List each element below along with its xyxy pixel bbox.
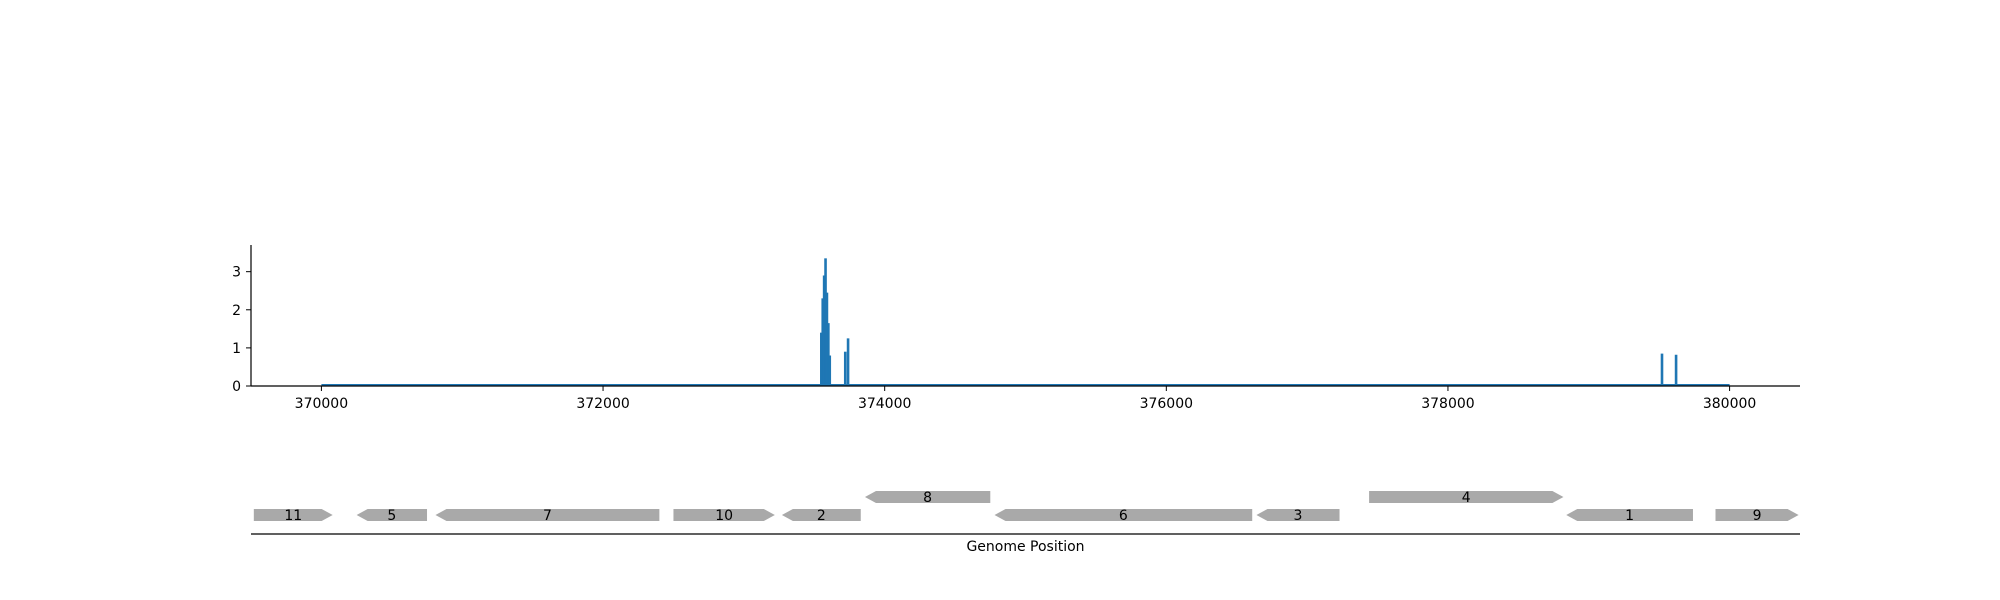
gene-arrow: [1369, 491, 1564, 503]
y-tick-label: 3: [232, 265, 241, 281]
gene-arrow: [864, 491, 991, 503]
gene-label: 10: [715, 508, 733, 524]
x-tick-label: 380000: [1703, 396, 1756, 412]
coverage-bar: [1660, 353, 1664, 386]
coverage-bar: [825, 292, 829, 386]
coverage-bar: [827, 323, 830, 386]
gene-arrow: [673, 509, 775, 521]
x-axis-ticks: 370000 372000 374000 376000 378000 380000: [295, 386, 1756, 412]
x-tick-label: 372000: [576, 396, 629, 412]
y-tick-label: 1: [232, 341, 241, 357]
gene-arrow: [1715, 509, 1799, 521]
x-tick-label: 374000: [858, 396, 911, 412]
coverage-bar: [820, 332, 823, 386]
gene-arrow: [994, 509, 1253, 521]
gene-arrow: [781, 509, 861, 521]
x-tick-label: 378000: [1421, 396, 1474, 412]
gene-arrow: [435, 509, 660, 521]
gene-label: 2: [817, 508, 826, 524]
coverage-panel: 0 1 2 3 370000 372000 374000 376000 378000 38000…: [232, 245, 1800, 412]
y-tick-label: 0: [232, 379, 241, 395]
coverage-bar: [1674, 354, 1678, 386]
coverage-bar: [821, 298, 825, 386]
gene-label: 9: [1753, 508, 1762, 524]
gene-label: 8: [923, 490, 932, 506]
coverage-bar: [822, 275, 826, 386]
gene-arrow: [1566, 509, 1693, 521]
coverage-bar: [846, 338, 850, 386]
gene-label: 7: [543, 508, 552, 524]
gene-arrow: [356, 509, 428, 521]
gene-map-panel: 11 5 7 10 2 8 6 3 4 1 9 Genome Position: [251, 490, 1800, 555]
gene-arrow: [253, 509, 333, 521]
gene-arrow: [1256, 509, 1340, 521]
gene-label: 3: [1294, 508, 1303, 524]
x-axis-label: Genome Position: [966, 539, 1084, 555]
y-axis-ticks: 0 1 2 3: [232, 265, 251, 395]
x-tick-label: 376000: [1140, 396, 1193, 412]
coverage-bar: [828, 355, 832, 386]
coverage-bar: [843, 351, 847, 386]
gene-label: 5: [387, 508, 396, 524]
gene-arrows: 11 5 7 10 2 8 6 3 4 1 9: [253, 490, 1799, 524]
coverage-bar: [824, 258, 827, 386]
gene-label: 1: [1625, 508, 1634, 524]
gene-label: 4: [1462, 490, 1471, 506]
gene-label: 11: [284, 508, 302, 524]
coverage-bars: [820, 258, 1678, 386]
gene-label: 6: [1119, 508, 1128, 524]
x-tick-label: 370000: [295, 396, 348, 412]
y-tick-label: 2: [232, 303, 241, 319]
